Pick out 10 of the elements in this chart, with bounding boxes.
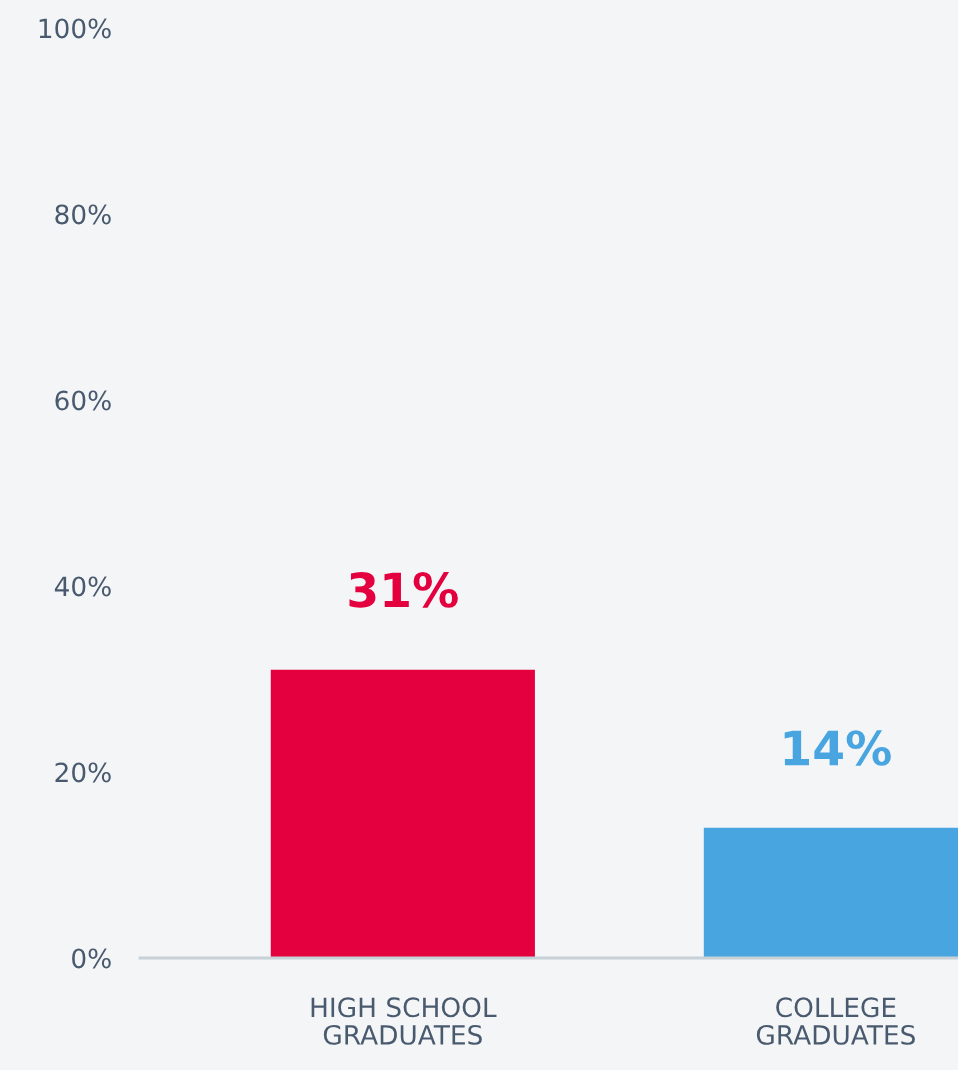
y-tick-label: 40% bbox=[54, 576, 111, 597]
x-tick-label: HIGH SCHOOL GRADUATES bbox=[311, 997, 497, 1045]
y-tick-label: 100% bbox=[39, 18, 111, 39]
y-tick-label: 60% bbox=[55, 390, 111, 411]
data-label: 14% bbox=[784, 730, 891, 766]
y-tick-label: 0% bbox=[72, 948, 111, 969]
y-tick-label: 80% bbox=[55, 204, 111, 225]
x-tick-label: COLLEGE GRADUATES bbox=[756, 997, 915, 1045]
y-tick-label: 20% bbox=[55, 762, 111, 783]
data-label: 31% bbox=[349, 572, 458, 608]
